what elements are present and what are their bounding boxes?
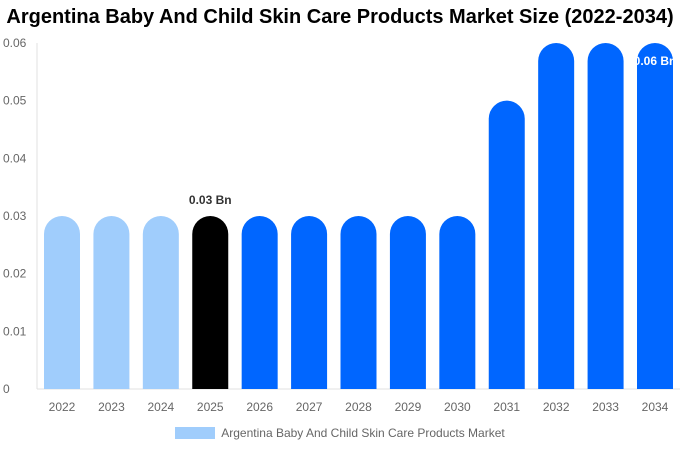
x-tick-label: 2023 [98, 400, 125, 414]
bar-2027 [291, 216, 328, 389]
data-label: 0.03 Bn [189, 193, 232, 207]
x-tick-label: 2025 [197, 400, 224, 414]
chart-title: Argentina Baby And Child Skin Care Produ… [6, 6, 674, 28]
y-tick-label: 0.05 [3, 94, 27, 108]
legend: Argentina Baby And Child Skin Care Produ… [0, 426, 680, 440]
legend-swatch [175, 427, 216, 439]
bar-2024 [142, 216, 179, 389]
bar-2031 [488, 100, 525, 389]
bar-2033 [587, 43, 624, 389]
bar-2029 [389, 216, 426, 389]
bar-2023 [93, 216, 130, 389]
x-tick-label: 2022 [49, 400, 76, 414]
x-tick-label: 2032 [543, 400, 570, 414]
x-tick-label: 2027 [296, 400, 323, 414]
bar-2034 [637, 43, 673, 389]
bar-2032 [538, 43, 575, 389]
y-tick-label: 0 [3, 382, 10, 396]
x-tick-label: 2030 [444, 400, 471, 414]
x-tick-label: 2034 [642, 400, 669, 414]
y-tick-label: 0.04 [3, 151, 27, 165]
y-tick-label: 0.02 [3, 267, 27, 281]
y-tick-label: 0.01 [3, 324, 27, 338]
x-tick-label: 2031 [493, 400, 520, 414]
y-tick-label: 0.06 [3, 36, 27, 50]
x-tick-label: 2029 [395, 400, 422, 414]
bar-2030 [439, 216, 476, 389]
bar-2026 [241, 216, 278, 389]
data-label: 0.06 Bn [634, 54, 677, 68]
bar-2022 [44, 216, 80, 389]
x-tick-label: 2026 [246, 400, 273, 414]
legend-label: Argentina Baby And Child Skin Care Produ… [221, 426, 505, 440]
x-tick-label: 2024 [147, 400, 174, 414]
x-tick-label: 2033 [592, 400, 619, 414]
x-tick-label: 2028 [345, 400, 372, 414]
bar-2028 [340, 216, 377, 389]
bar-2025 [192, 216, 229, 389]
y-tick-label: 0.03 [3, 209, 27, 223]
